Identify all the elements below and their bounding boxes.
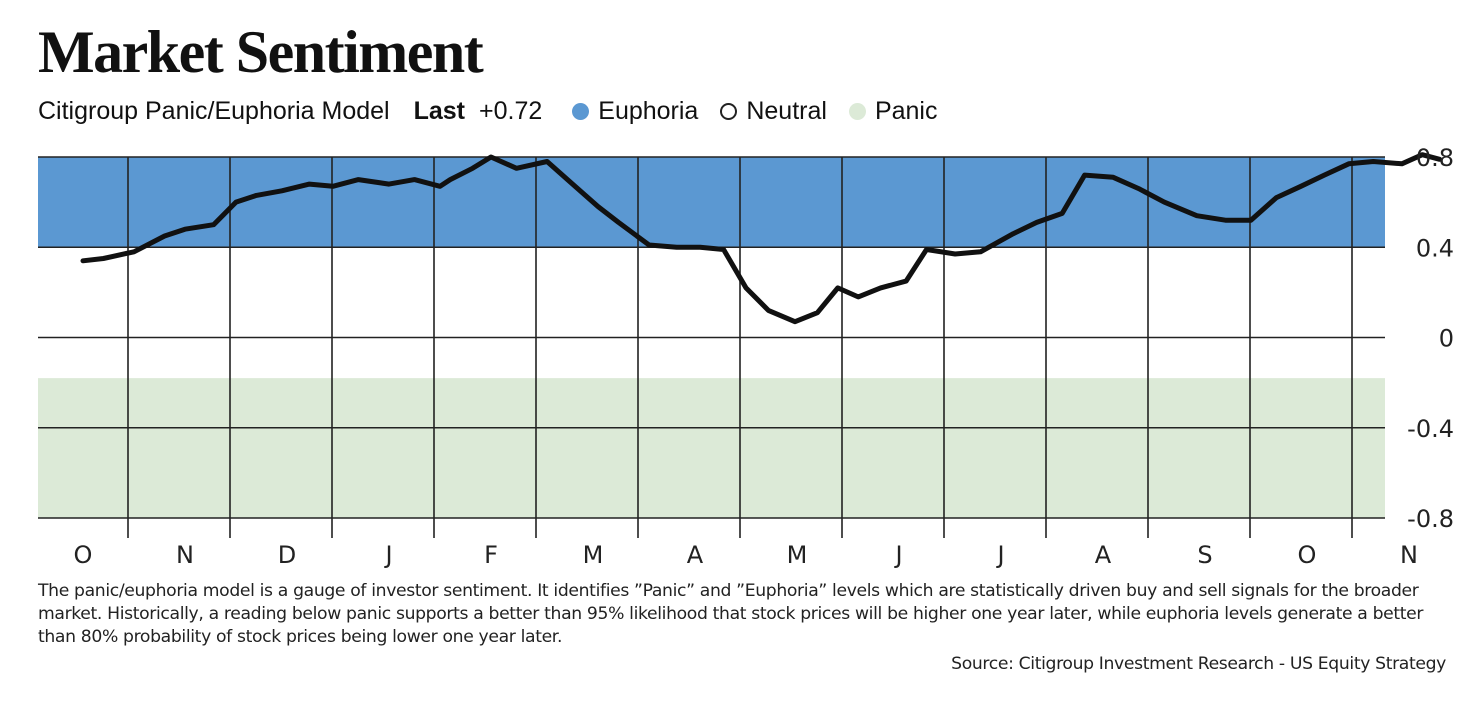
x-tick-label: S xyxy=(1197,541,1212,569)
series-line xyxy=(80,152,1443,325)
y-axis-labels: 0.8 0.4 0 -0.4 -0.8 xyxy=(1407,144,1454,533)
x-tick-label: D xyxy=(278,541,296,569)
y-tick-label: -0.8 xyxy=(1407,505,1454,533)
last-value: +0.72 xyxy=(479,96,543,125)
line-layer xyxy=(80,152,1443,325)
footnote: The panic/euphoria model is a gauge of i… xyxy=(38,581,1424,647)
model-name: Citigroup Panic/Euphoria Model xyxy=(38,96,390,125)
chart-title: Market Sentiment xyxy=(38,19,484,85)
x-tick-label: M xyxy=(787,541,808,569)
x-tick-label: F xyxy=(484,541,498,569)
x-tick-label: A xyxy=(687,541,704,569)
band-panic xyxy=(38,378,1385,518)
chart-subtitle: Citigroup Panic/Euphoria Model Last +0.7… xyxy=(38,94,937,128)
x-tick-label: J xyxy=(995,541,1004,569)
band-layer xyxy=(38,157,1385,518)
x-tick-label: J xyxy=(893,541,902,569)
source-credit: Source: Citigroup Investment Research - … xyxy=(951,654,1446,674)
x-tick-label: N xyxy=(1400,541,1418,569)
x-tick-label: O xyxy=(1298,541,1317,569)
y-tick-label: 0.8 xyxy=(1416,144,1454,172)
x-tick-label: J xyxy=(383,541,392,569)
grid-layer xyxy=(38,156,1385,538)
x-tick-label: M xyxy=(583,541,604,569)
legend-euphoria-label: Euphoria xyxy=(598,96,699,125)
legend-panic-swatch xyxy=(848,102,866,120)
y-tick-label: 0 xyxy=(1439,325,1454,353)
x-tick-label: A xyxy=(1095,541,1112,569)
last-label: Last xyxy=(413,96,465,125)
y-tick-label: 0.4 xyxy=(1416,234,1454,262)
legend-neutral-label: Neutral xyxy=(746,96,827,125)
legend-panic-label: Panic xyxy=(874,96,938,125)
legend-neutral-swatch xyxy=(720,102,738,120)
x-tick-label: O xyxy=(74,541,93,569)
legend-euphoria-swatch xyxy=(572,102,590,120)
x-tick-label: N xyxy=(176,541,194,569)
y-tick-label: -0.4 xyxy=(1407,415,1454,443)
